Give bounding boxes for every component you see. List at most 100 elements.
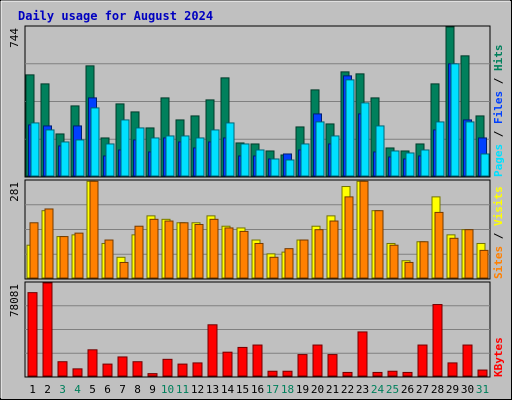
legend-visitors: Sites / Visits bbox=[492, 186, 505, 279]
bar-pages bbox=[210, 129, 220, 177]
bar-kbytes bbox=[477, 369, 488, 377]
bar-pages bbox=[240, 143, 250, 177]
bar-sites bbox=[299, 239, 309, 279]
bar-sites bbox=[314, 229, 324, 279]
bar-kbytes bbox=[132, 361, 143, 377]
bar-kbytes bbox=[342, 371, 353, 377]
bar-pages bbox=[450, 63, 460, 177]
bar-kbytes bbox=[162, 358, 173, 377]
x-tick-label: 8 bbox=[134, 383, 141, 396]
x-tick-label: 19 bbox=[296, 383, 309, 396]
bar-kbytes bbox=[102, 363, 113, 377]
y-max-label-visitors: 281 bbox=[8, 182, 21, 202]
bar-pages bbox=[30, 122, 40, 177]
bar-sites bbox=[479, 249, 489, 279]
bar-sites bbox=[269, 256, 279, 279]
bar-pages bbox=[45, 129, 55, 177]
bar-kbytes bbox=[327, 354, 338, 377]
bar-kbytes bbox=[222, 351, 233, 377]
bar-sites bbox=[29, 222, 39, 279]
bar-kbytes bbox=[27, 292, 38, 377]
legend-separator: / bbox=[492, 71, 505, 91]
bar-sites bbox=[59, 236, 69, 279]
bar-pages bbox=[315, 121, 325, 177]
bar-sites bbox=[419, 241, 429, 279]
bar-kbytes bbox=[417, 344, 428, 377]
bar-pages bbox=[75, 139, 85, 177]
bar-sites bbox=[329, 220, 339, 279]
x-tick-label: 29 bbox=[446, 383, 459, 396]
bar-sites bbox=[149, 218, 159, 279]
bar-sites bbox=[89, 180, 99, 279]
x-tick-label: 1 bbox=[29, 383, 36, 396]
x-tick-label: 7 bbox=[119, 383, 126, 396]
x-tick-label: 25 bbox=[386, 383, 399, 396]
x-tick-label: 2 bbox=[44, 383, 51, 396]
bar-kbytes bbox=[237, 346, 248, 377]
bar-sites bbox=[434, 211, 444, 279]
bar-pages bbox=[480, 153, 490, 177]
x-tick-label: 16 bbox=[251, 383, 264, 396]
bar-pages bbox=[90, 107, 100, 177]
x-tick-label: 17 bbox=[266, 383, 279, 396]
x-tick-label: 4 bbox=[74, 383, 81, 396]
bar-kbytes bbox=[447, 362, 458, 377]
bar-sites bbox=[284, 248, 294, 279]
bar-kbytes bbox=[402, 371, 413, 377]
bar-sites bbox=[74, 232, 84, 279]
bar-kbytes bbox=[432, 304, 443, 377]
bar-sites bbox=[374, 210, 384, 279]
x-tick-label: 24 bbox=[371, 383, 385, 396]
legend-entry-files: Files bbox=[492, 91, 505, 124]
bar-pages bbox=[300, 143, 310, 177]
x-tick-label: 28 bbox=[431, 383, 444, 396]
bar-pages bbox=[225, 122, 235, 177]
bar-pages bbox=[105, 143, 115, 177]
legend-traffic: Pages / Files / Hits bbox=[492, 45, 505, 178]
x-tick-label: 3 bbox=[59, 383, 66, 396]
bar-pages bbox=[165, 135, 175, 177]
bar-sites bbox=[389, 244, 399, 279]
bar-sites bbox=[164, 220, 174, 279]
bar-pages bbox=[270, 158, 280, 177]
bar-pages bbox=[405, 152, 415, 177]
x-tick-label: 13 bbox=[206, 383, 219, 396]
x-tick-label: 30 bbox=[461, 383, 474, 396]
chart-title: Daily usage for August 2024 bbox=[18, 9, 213, 23]
bar-pages bbox=[60, 141, 70, 177]
bar-sites bbox=[239, 230, 249, 279]
legend-entry-visits: Visits bbox=[492, 186, 505, 226]
x-tick-label: 5 bbox=[89, 383, 96, 396]
bar-sites bbox=[194, 223, 204, 279]
x-tick-label: 23 bbox=[356, 383, 369, 396]
bar-pages bbox=[330, 135, 340, 177]
bar-sites bbox=[44, 208, 54, 279]
bar-sites bbox=[404, 261, 414, 279]
bar-kbytes bbox=[252, 344, 263, 377]
legend-entry-pages: Pages bbox=[492, 144, 505, 177]
legend-entry-kbytes: KBytes bbox=[492, 337, 505, 377]
bar-sites bbox=[344, 196, 354, 279]
y-max-label-traffic: 744 bbox=[8, 28, 21, 48]
x-tick-label: 27 bbox=[416, 383, 429, 396]
bar-pages bbox=[255, 149, 265, 177]
bar-pages bbox=[345, 79, 355, 177]
x-tick-label: 12 bbox=[191, 383, 204, 396]
bar-pages bbox=[465, 121, 475, 177]
bar-kbytes bbox=[372, 371, 383, 377]
bar-kbytes bbox=[87, 349, 98, 377]
bar-pages bbox=[180, 135, 190, 177]
x-tick-label: 10 bbox=[161, 383, 174, 396]
bar-kbytes bbox=[42, 282, 53, 377]
legend-separator: / bbox=[492, 124, 505, 144]
legend-entry-hits: Hits bbox=[492, 45, 505, 72]
x-tick-label: 6 bbox=[104, 383, 111, 396]
bar-pages bbox=[285, 159, 295, 177]
x-tick-label: 21 bbox=[326, 383, 339, 396]
bar-pages bbox=[360, 102, 370, 177]
y-max-label-kbytes: 78081 bbox=[8, 284, 21, 317]
bar-pages bbox=[435, 121, 445, 177]
bar-kbytes bbox=[357, 331, 368, 377]
